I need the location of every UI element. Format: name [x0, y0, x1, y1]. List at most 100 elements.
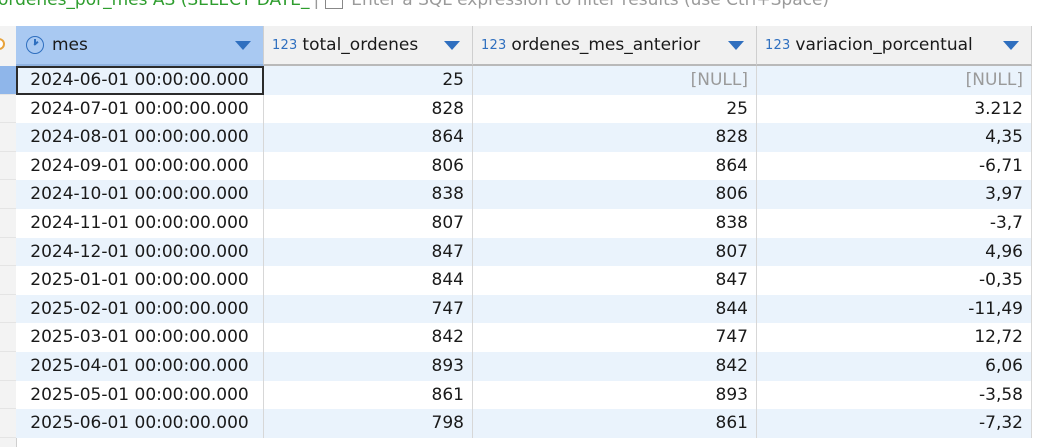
column-header-mes[interactable]: mes [16, 26, 264, 66]
table-cell[interactable]: -7,32 [757, 409, 1032, 438]
grid-header: mes 123 total_ordenes 123 ordenes_mes_an… [16, 26, 1032, 66]
table-cell[interactable]: 747 [473, 323, 757, 352]
table-cell[interactable]: 3,97 [757, 180, 1032, 209]
table-cell[interactable]: -3,7 [757, 208, 1032, 238]
table-cell[interactable]: 2024-11-01 00:00:00.000 [16, 208, 264, 238]
column-header-total-ordenes[interactable]: 123 total_ordenes [264, 26, 473, 66]
table-row[interactable]: 2025-05-01 00:00:00.000 861 893 -3,58 [16, 380, 1032, 410]
row-header-cell[interactable] [0, 266, 16, 295]
row-header-cell[interactable] [0, 295, 16, 324]
table-cell[interactable]: 828 [264, 94, 473, 124]
filter-input-placeholder[interactable]: Enter a SQL expression to filter results… [351, 0, 830, 10]
table-cell[interactable]: 4,96 [757, 237, 1032, 267]
table-row[interactable]: 2024-08-01 00:00:00.000 864 828 4,35 [16, 123, 1032, 152]
table-cell[interactable]: 847 [264, 237, 473, 267]
table-cell[interactable]: 864 [473, 151, 757, 181]
filter-bar[interactable]: ordenes_por_mes AS (SELECT DATE_ | Enter… [0, 0, 1048, 12]
row-header-cell[interactable] [0, 238, 16, 267]
table-cell[interactable]: 25 [264, 66, 473, 95]
table-cell[interactable]: 2025-03-01 00:00:00.000 [16, 323, 264, 352]
table-cell[interactable]: 6,06 [757, 351, 1032, 381]
table-cell[interactable]: 2024-08-01 00:00:00.000 [16, 123, 264, 152]
table-cell[interactable]: 847 [473, 266, 757, 295]
table-cell[interactable]: 828 [473, 123, 757, 152]
table-row[interactable]: 2025-04-01 00:00:00.000 893 842 6,06 [16, 351, 1032, 381]
chevron-down-icon[interactable] [444, 41, 460, 50]
row-header-cell[interactable] [0, 95, 16, 124]
table-row[interactable]: 2024-12-01 00:00:00.000 847 807 4,96 [16, 237, 1032, 267]
table-cell[interactable]: 2024-09-01 00:00:00.000 [16, 151, 264, 181]
table-cell[interactable]: 2024-07-01 00:00:00.000 [16, 94, 264, 124]
table-cell[interactable]: 842 [264, 323, 473, 352]
column-header-ordenes-mes-anterior[interactable]: 123 ordenes_mes_anterior [473, 26, 757, 66]
table-cell[interactable]: 807 [473, 237, 757, 267]
row-header-cell[interactable] [0, 323, 16, 352]
table-row[interactable]: 2024-06-01 00:00:00.000 25 [NULL] [NULL] [16, 66, 1032, 95]
table-cell[interactable]: 838 [264, 180, 473, 209]
numeric-type-icon: 123 [481, 37, 507, 53]
table-cell[interactable]: 3.212 [757, 94, 1032, 124]
filter-expand-icon[interactable] [325, 0, 344, 9]
column-header-variacion-porcentual[interactable]: 123 variacion_porcentual [757, 26, 1032, 66]
table-cell[interactable]: 2025-06-01 00:00:00.000 [16, 409, 264, 438]
table-cell[interactable]: 25 [473, 94, 757, 124]
table-cell[interactable]: 893 [264, 351, 473, 381]
column-header-label: ordenes_mes_anterior [511, 35, 701, 55]
filter-sql-text: ordenes_por_mes AS (SELECT DATE_ [0, 0, 310, 10]
table-cell[interactable]: 12,72 [757, 323, 1032, 352]
table-row[interactable]: 2024-09-01 00:00:00.000 806 864 -6,71 [16, 151, 1032, 181]
table-cell[interactable]: 893 [473, 380, 757, 410]
table-cell[interactable]: [NULL] [473, 66, 757, 95]
grid-body: 2024-06-01 00:00:00.000 25 [NULL] [NULL] 202… [16, 66, 1032, 438]
table-cell[interactable]: 844 [473, 294, 757, 324]
table-cell[interactable]: 2025-01-01 00:00:00.000 [16, 266, 264, 295]
row-header-cell[interactable] [0, 180, 16, 209]
column-header-label: mes [52, 35, 88, 55]
table-cell[interactable]: -3,58 [757, 380, 1032, 410]
table-cell[interactable]: 807 [264, 208, 473, 238]
table-cell[interactable]: 842 [473, 351, 757, 381]
row-header-cell[interactable] [0, 352, 16, 381]
table-cell[interactable]: 806 [473, 180, 757, 209]
table-cell[interactable]: 2024-06-01 00:00:00.000 [16, 66, 264, 95]
table-cell[interactable]: 798 [264, 409, 473, 438]
table-row[interactable]: 2025-02-01 00:00:00.000 747 844 -11,49 [16, 294, 1032, 324]
table-cell[interactable]: 2025-02-01 00:00:00.000 [16, 294, 264, 324]
table-row[interactable]: 2025-01-01 00:00:00.000 844 847 -0,35 [16, 266, 1032, 295]
table-cell[interactable]: -11,49 [757, 294, 1032, 324]
row-header-cell[interactable] [0, 409, 16, 438]
table-cell[interactable]: 838 [473, 208, 757, 238]
table-cell[interactable]: 2025-05-01 00:00:00.000 [16, 380, 264, 410]
table-row[interactable]: 2025-06-01 00:00:00.000 798 861 -7,32 [16, 409, 1032, 438]
table-cell[interactable]: 864 [264, 123, 473, 152]
table-cell[interactable]: 2025-04-01 00:00:00.000 [16, 351, 264, 381]
table-cell[interactable]: 747 [264, 294, 473, 324]
table-row[interactable]: 2024-07-01 00:00:00.000 828 25 3.212 [16, 94, 1032, 124]
chevron-down-icon[interactable] [728, 41, 744, 50]
chevron-down-icon[interactable] [235, 41, 251, 50]
row-header-cell[interactable] [0, 381, 16, 410]
table-cell[interactable]: 861 [264, 380, 473, 410]
row-header-cell[interactable] [0, 209, 16, 238]
table-row[interactable]: 2024-11-01 00:00:00.000 807 838 -3,7 [16, 208, 1032, 238]
filter-separator: | [313, 0, 320, 10]
table-cell[interactable]: 2024-10-01 00:00:00.000 [16, 180, 264, 209]
table-cell[interactable]: 861 [473, 409, 757, 438]
table-cell[interactable]: -6,71 [757, 151, 1032, 181]
row-header-cell[interactable] [0, 152, 16, 181]
table-cell[interactable]: -0,35 [757, 266, 1032, 295]
row-header-cell[interactable] [0, 66, 16, 95]
table-row[interactable]: 2024-10-01 00:00:00.000 838 806 3,97 [16, 180, 1032, 209]
table-cell[interactable]: 844 [264, 266, 473, 295]
table-cell[interactable]: 2024-12-01 00:00:00.000 [16, 237, 264, 267]
table-cell[interactable]: 4,35 [757, 123, 1032, 152]
row-header-cells [0, 66, 16, 438]
table-cell[interactable]: [NULL] [757, 66, 1032, 95]
column-header-label: total_ordenes [302, 35, 419, 55]
row-header-cell[interactable] [0, 123, 16, 152]
chevron-down-icon[interactable] [1003, 41, 1019, 50]
table-row[interactable]: 2025-03-01 00:00:00.000 842 747 12,72 [16, 323, 1032, 352]
table-cell[interactable]: 806 [264, 151, 473, 181]
results-grid[interactable]: mes 123 total_ordenes 123 ordenes_mes_an… [0, 26, 1048, 447]
clock-icon [26, 36, 44, 54]
